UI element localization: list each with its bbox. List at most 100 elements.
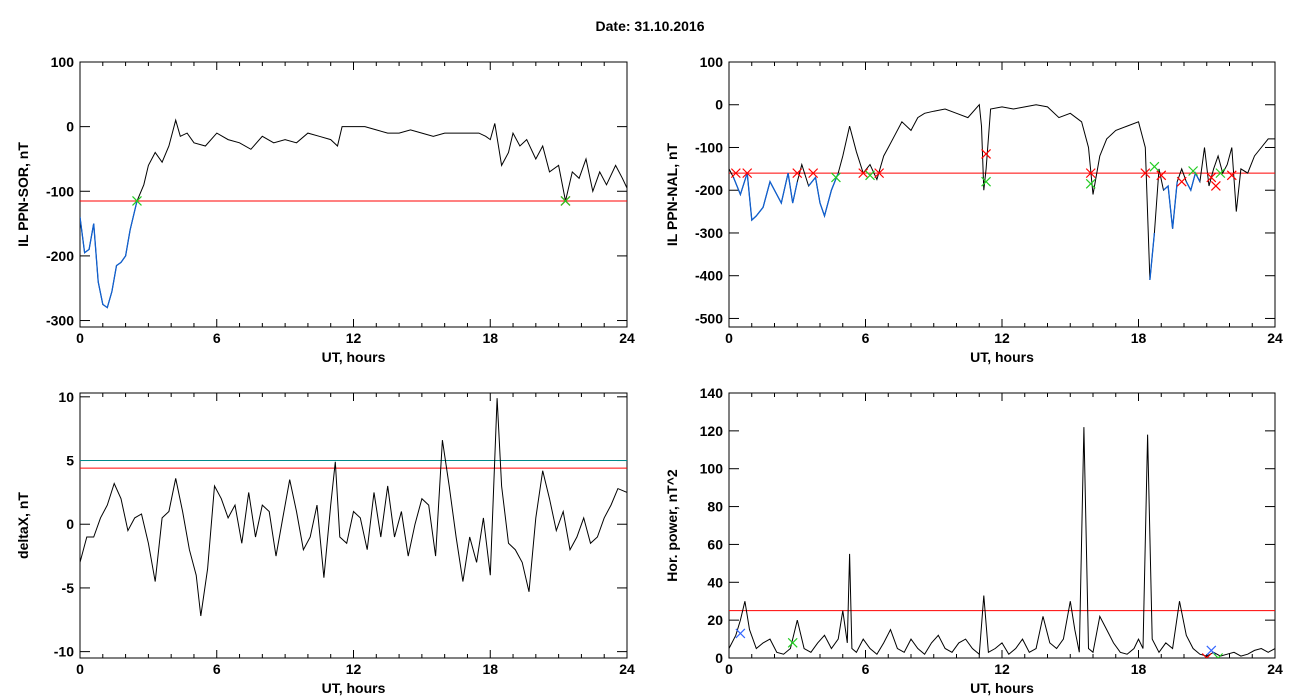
x-tick-label: 18: [1131, 661, 1147, 677]
y-tick-label: 40: [707, 574, 723, 590]
chart-deltax: 0 6 12 18 24 -10 -5 0 5 10 UT, hours deltaX, nT: [15, 389, 635, 696]
x-tick-label: 12: [994, 661, 1010, 677]
plot-area: [80, 118, 627, 309]
event-marker-stroke: [1226, 170, 1237, 181]
x-tick-label: 0: [725, 661, 733, 677]
event-marker: [730, 168, 741, 179]
below-threshold-segment: [808, 172, 839, 219]
y-axis-title: IL PPN-SOR, nT: [15, 142, 31, 247]
event-marker-stroke: [787, 637, 798, 648]
x-tick-label: 18: [482, 661, 498, 677]
x-tick-label: 0: [725, 330, 733, 346]
y-tick-label: -100: [46, 183, 74, 199]
y-tick-label: 20: [707, 612, 723, 628]
event-marker-stroke: [1085, 168, 1096, 179]
plot-frame: [79, 392, 628, 659]
event-marker-stroke: [1205, 653, 1212, 658]
event-marker-stroke: [1210, 181, 1221, 191]
y-axis-title: Hor. power, nT^2: [664, 469, 680, 582]
x-axis-title: UT, hours: [322, 349, 386, 365]
y-tick-label: 100: [700, 54, 724, 70]
y-tick-label: -300: [695, 225, 723, 241]
y-tick-label: 0: [715, 97, 723, 113]
x-tick-label: 6: [213, 661, 221, 677]
event-marker-stroke: [808, 168, 819, 179]
event-marker: [1140, 168, 1151, 179]
event-marker-stroke: [1206, 172, 1217, 183]
x-tick-label: 6: [213, 330, 221, 346]
x-tick-label: 6: [862, 330, 870, 346]
event-marker-stroke: [1206, 645, 1217, 656]
plot-frame: [728, 392, 1276, 659]
event-marker: [742, 168, 753, 179]
y-tick-label: 0: [715, 650, 723, 666]
event-marker-stroke: [858, 168, 869, 179]
event-marker-stroke: [1176, 176, 1187, 187]
event-marker-stroke: [981, 176, 991, 187]
event-marker: [831, 172, 841, 183]
chart-ppn-nal: 0 6 12 18 24 -500 -400 -300 -200 -100 0 100 UT, hour…: [664, 54, 1283, 365]
event-marker-stroke: [560, 196, 571, 206]
event-marker: [981, 176, 991, 187]
event-marker-stroke: [874, 168, 885, 179]
y-tick-label: -100: [695, 139, 723, 155]
event-marker: [865, 170, 875, 181]
event-marker: [1226, 170, 1237, 181]
event-marker-stroke: [730, 168, 741, 179]
y-tick-label: 0: [66, 516, 74, 532]
x-tick-label: 24: [619, 330, 635, 346]
y-tick-label: 5: [66, 453, 74, 469]
x-axis-title: UT, hours: [970, 680, 1034, 696]
event-marker-stroke: [132, 196, 142, 206]
y-tick-label: -5: [62, 580, 75, 596]
event-marker: [981, 148, 991, 159]
y-tick-label: 60: [707, 536, 723, 552]
event-marker: [787, 637, 798, 648]
below-threshold-segment: [1149, 232, 1156, 281]
event-marker: [858, 168, 869, 179]
x-tick-label: 12: [994, 330, 1010, 346]
chart-ppn-sor: 0 6 12 18 24 -300 -200 -100 0 100 UT, hours IL PPN-…: [15, 54, 635, 365]
y-tick-label: -200: [46, 248, 74, 264]
event-marker-stroke: [1217, 653, 1224, 658]
plot-frame: [728, 61, 1276, 328]
plot-area: [729, 427, 1275, 658]
x-tick-label: 12: [346, 661, 362, 677]
event-marker-stroke: [865, 170, 875, 181]
event-marker-stroke: [1085, 178, 1096, 189]
below-threshold-segment: [732, 172, 798, 222]
event-marker: [1085, 178, 1096, 189]
x-tick-label: 18: [1131, 330, 1147, 346]
event-marker: [1210, 181, 1221, 191]
event-marker: [874, 168, 885, 179]
x-tick-label: 18: [482, 330, 498, 346]
y-tick-label: 80: [707, 499, 723, 515]
y-axis-title: IL PPN-NAL, nT: [664, 142, 680, 246]
x-tick-label: 0: [76, 330, 84, 346]
event-marker-stroke: [981, 148, 991, 159]
x-tick-label: 0: [76, 661, 84, 677]
event-marker-stroke: [792, 168, 803, 179]
y-tick-label: 100: [51, 54, 75, 70]
event-marker: [1188, 166, 1199, 176]
event-marker-stroke: [831, 172, 841, 183]
series-line: [729, 427, 1275, 657]
series-line: [80, 398, 627, 617]
chart-hor-power: 0 6 12 18 24 0 20 40 60 80 100 120 140 UT, hours Hor. …: [664, 385, 1283, 696]
x-tick-label: 6: [862, 661, 870, 677]
event-marker: [808, 168, 819, 179]
y-tick-label: 120: [700, 423, 724, 439]
event-marker: [1215, 168, 1226, 179]
below-threshold-segment: [80, 200, 138, 309]
x-tick-label: 24: [619, 661, 635, 677]
event-marker: [1206, 172, 1217, 183]
y-tick-label: 100: [700, 461, 724, 477]
event-marker-stroke: [1213, 653, 1219, 658]
y-axis-title: deltaX, nT: [15, 492, 31, 559]
y-tick-label: -500: [695, 310, 723, 326]
plot-frame: [79, 61, 628, 328]
x-tick-label: 24: [1267, 661, 1283, 677]
y-tick-label: -300: [46, 313, 74, 329]
y-tick-label: -400: [695, 268, 723, 284]
